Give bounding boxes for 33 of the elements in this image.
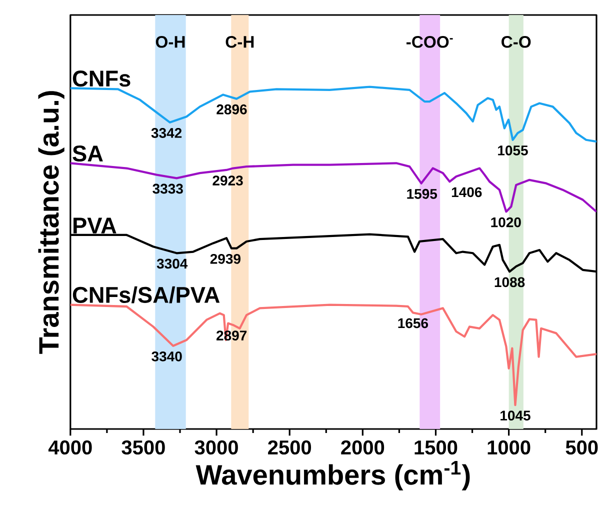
annotation: 1406 (452, 187, 482, 198)
annotation: 3340 (152, 351, 182, 362)
x-axis-title: Wavenumbers (cm$^{-1}$) (196, 461, 470, 490)
annotation: 3333 (152, 184, 183, 194)
annotation: 1656 (398, 318, 428, 328)
annotation: 2939 (210, 254, 240, 264)
band-label: -COO$^{-}$ (406, 36, 453, 48)
annotation: 1020 (491, 217, 521, 228)
x-tick-label: 4000 (48, 440, 92, 455)
y-axis-title: Transmittance (a.u.) (38, 91, 64, 354)
annotation: 2896 (216, 104, 247, 114)
annotation: 1045 (500, 410, 530, 421)
x-tick-label: 2000 (341, 440, 384, 455)
annotation: 1595 (407, 188, 438, 199)
series-label: CNFs/SA/PVA (72, 286, 220, 304)
x-tick-label: 500 (566, 440, 598, 455)
x-tick-label: 1000 (488, 440, 530, 455)
series-label: PVA (74, 218, 116, 234)
annotation: 2923 (212, 176, 243, 186)
series-label: CNFs (72, 70, 130, 87)
x-tick-label: 3000 (194, 440, 238, 455)
annotation: 1088 (494, 277, 525, 288)
series-label: SA (72, 145, 103, 162)
annotation: 2897 (216, 330, 247, 340)
x-tick-label: 1500 (414, 440, 458, 455)
x-tick-label: 3500 (122, 440, 165, 455)
band-label: C-H (226, 36, 254, 48)
band-label: O-H (156, 36, 185, 48)
annotation: 3304 (156, 258, 188, 269)
annotation: 3342 (151, 128, 182, 138)
x-tick-label: 2500 (268, 440, 312, 455)
annotation: 1055 (498, 145, 528, 156)
band-label: C-O (502, 36, 531, 48)
